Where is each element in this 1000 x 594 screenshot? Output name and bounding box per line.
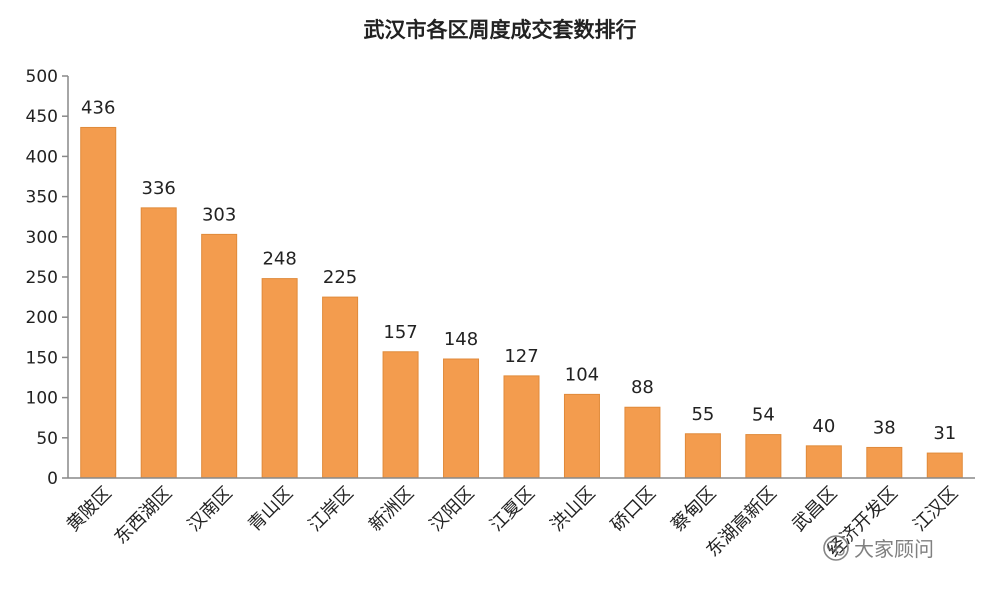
data-label: 148 (444, 329, 478, 350)
y-tick-label: 500 (26, 67, 58, 87)
y-tick-label: 50 (36, 429, 58, 449)
y-tick-label: 400 (26, 147, 58, 167)
bar (443, 358, 480, 479)
y-tick-label: 200 (26, 308, 58, 328)
bar (745, 434, 782, 479)
x-tick-label: 东西湖区 (110, 483, 176, 549)
y-tick-label: 0 (47, 469, 58, 489)
data-label: 54 (752, 405, 775, 426)
x-tick-label: 汉南区 (184, 483, 237, 536)
data-label: 104 (565, 364, 599, 385)
bar (563, 393, 600, 479)
bar (926, 452, 963, 479)
x-tick-label: 硚口区 (607, 483, 660, 536)
y-tick-label: 350 (26, 188, 58, 208)
y-axis: 0 50 100 150 200 250 300 350 400 450 500 (26, 67, 69, 489)
x-tick-label: 武昌区 (788, 483, 841, 536)
y-tick-label: 100 (26, 389, 58, 409)
x-tick-label: 汉阳区 (426, 483, 479, 536)
data-label: 157 (383, 322, 417, 343)
x-tick-label: 洪山区 (546, 483, 599, 536)
data-label: 336 (142, 178, 176, 199)
bar (201, 233, 238, 479)
data-label: 248 (262, 249, 296, 270)
watermark: 大家顾问 (823, 535, 934, 561)
data-label: 303 (202, 204, 236, 225)
bar (624, 406, 661, 479)
bar (382, 351, 419, 479)
wechat-icon (823, 535, 849, 561)
x-tick-label: 江夏区 (486, 483, 539, 536)
bar (140, 207, 177, 479)
data-label: 40 (812, 416, 835, 437)
data-label: 55 (691, 404, 714, 425)
x-tick-label: 青山区 (244, 483, 297, 536)
data-labels: 436 336 303 248 225 157 148 127 104 88 55 54 40 38 31 (81, 97, 956, 444)
bar (80, 126, 117, 479)
y-tick-label: 450 (26, 107, 58, 127)
x-tick-label: 江岸区 (305, 483, 358, 536)
data-label: 225 (323, 267, 357, 288)
bar (261, 278, 298, 479)
bar (322, 296, 359, 479)
data-label: 31 (933, 423, 956, 444)
bars (80, 126, 963, 479)
data-label: 88 (631, 377, 654, 398)
x-tick-label: 黄陂区 (63, 483, 116, 536)
data-label: 127 (504, 346, 538, 367)
chart-title: 武汉市各区周度成交套数排行 (364, 18, 637, 42)
y-tick-label: 300 (26, 228, 58, 248)
bar (866, 446, 903, 479)
bar (805, 445, 842, 479)
x-tick-label: 江汉区 (909, 483, 962, 536)
data-label: 436 (81, 97, 115, 118)
x-tick-label: 蔡甸区 (667, 483, 720, 536)
bar (684, 433, 721, 479)
y-tick-label: 150 (26, 348, 58, 368)
bar (503, 375, 540, 479)
data-label: 38 (873, 417, 896, 438)
watermark-text: 大家顾问 (854, 537, 934, 561)
x-axis: 黄陂区东西湖区 汉南区 青山区 江岸区 新洲区 汉阳区 江夏区 洪山区 硚口区 蔡甸区东湖高新区武… (63, 477, 975, 561)
y-tick-label: 250 (26, 268, 58, 288)
x-tick-label: 新洲区 (365, 483, 418, 536)
